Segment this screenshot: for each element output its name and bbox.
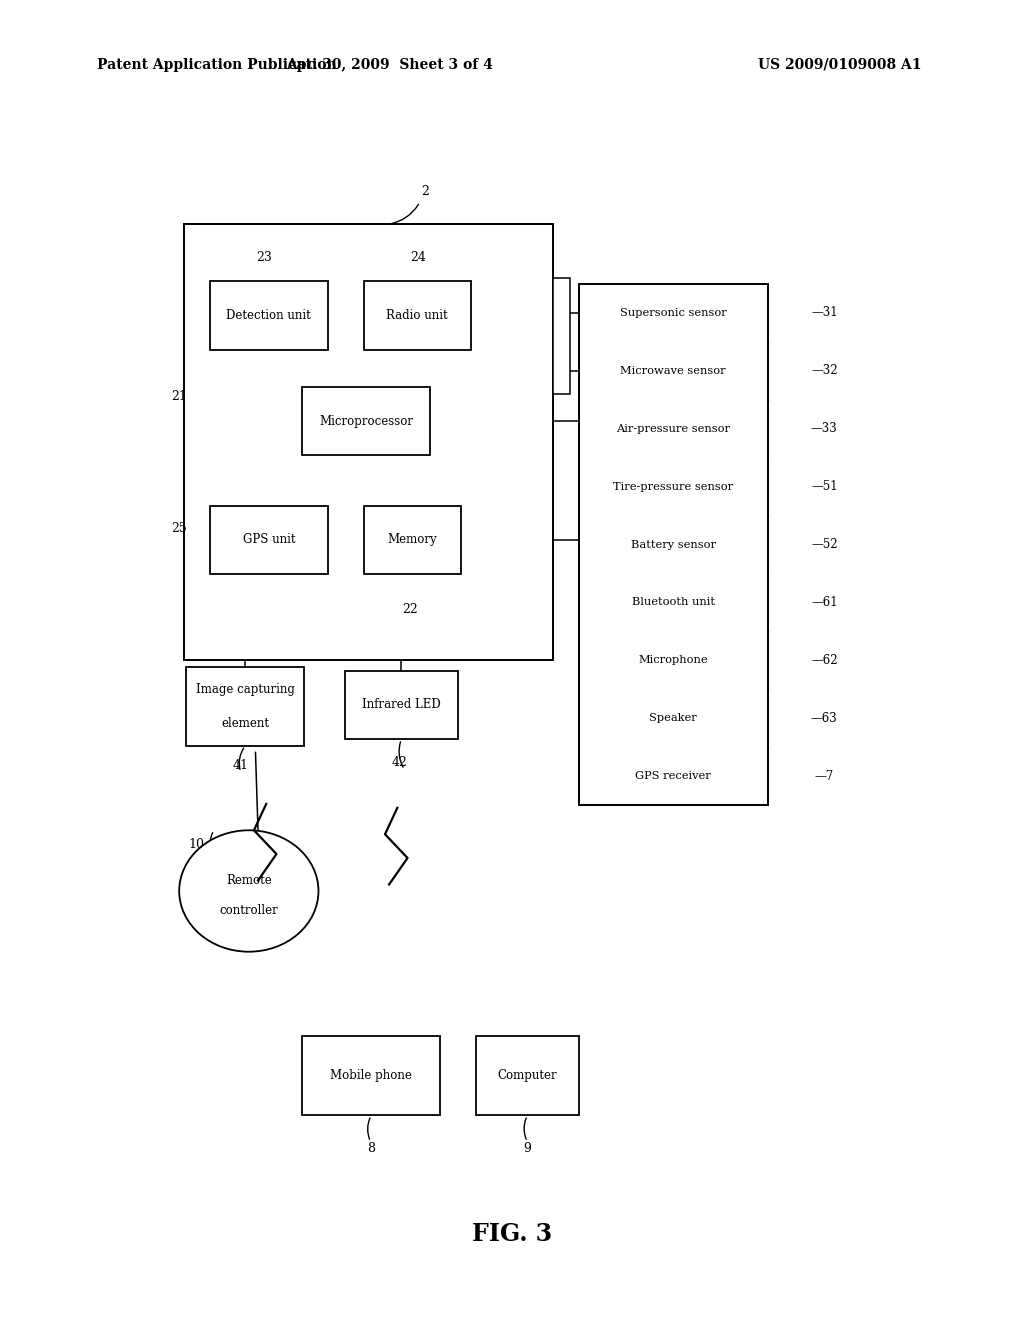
Bar	[186, 667, 304, 746]
Bar	[302, 387, 430, 455]
Bar	[579, 284, 768, 805]
Text: 8: 8	[367, 1142, 375, 1155]
Text: Radio unit: Radio unit	[386, 309, 449, 322]
Text: Speaker: Speaker	[649, 713, 697, 723]
Bar	[553, 279, 570, 393]
Bar	[302, 1036, 440, 1115]
Text: Microphone: Microphone	[639, 655, 708, 665]
Text: —63: —63	[811, 711, 838, 725]
Text: 21: 21	[171, 389, 187, 403]
Text: 25: 25	[171, 521, 187, 535]
Ellipse shape	[179, 830, 318, 952]
Text: 41: 41	[232, 759, 249, 772]
Text: Image capturing: Image capturing	[196, 682, 295, 696]
Text: —7: —7	[815, 770, 834, 783]
Text: Battery sensor: Battery sensor	[631, 540, 716, 549]
Bar	[364, 281, 471, 350]
Text: GPS unit: GPS unit	[243, 533, 295, 546]
Bar	[210, 281, 328, 350]
Text: Microwave sensor: Microwave sensor	[621, 366, 726, 376]
Text: Detection unit: Detection unit	[226, 309, 311, 322]
Text: 23: 23	[256, 251, 272, 264]
Text: Bluetooth unit: Bluetooth unit	[632, 598, 715, 607]
Text: 9: 9	[523, 1142, 531, 1155]
Text: —31: —31	[811, 306, 838, 319]
Text: FIG. 3: FIG. 3	[472, 1222, 552, 1246]
Text: 24: 24	[410, 251, 426, 264]
Text: element: element	[221, 717, 269, 730]
Text: 42: 42	[391, 756, 408, 770]
Text: 10: 10	[188, 838, 205, 851]
Text: Remote: Remote	[226, 874, 271, 887]
Text: 2: 2	[421, 185, 429, 198]
Text: Apr. 30, 2009  Sheet 3 of 4: Apr. 30, 2009 Sheet 3 of 4	[286, 58, 493, 71]
Text: —51: —51	[811, 480, 838, 494]
Text: Infrared LED: Infrared LED	[362, 698, 440, 711]
Text: Tire-pressure sensor: Tire-pressure sensor	[613, 482, 733, 491]
Text: —33: —33	[811, 422, 838, 436]
Text: —62: —62	[811, 653, 838, 667]
Bar	[345, 671, 458, 739]
Bar	[476, 1036, 579, 1115]
Bar	[210, 506, 328, 574]
Text: —52: —52	[811, 539, 838, 550]
Text: Patent Application Publication: Patent Application Publication	[97, 58, 337, 71]
Text: 22: 22	[401, 603, 418, 616]
Text: Microprocessor: Microprocessor	[319, 414, 413, 428]
Text: Memory: Memory	[387, 533, 437, 546]
Text: Supersonic sensor: Supersonic sensor	[620, 308, 727, 318]
Text: controller: controller	[219, 904, 279, 917]
Text: Air-pressure sensor: Air-pressure sensor	[616, 424, 730, 434]
Text: Mobile phone: Mobile phone	[331, 1069, 412, 1082]
Text: US 2009/0109008 A1: US 2009/0109008 A1	[758, 58, 922, 71]
Text: —32: —32	[811, 364, 838, 378]
Bar	[184, 224, 553, 660]
Text: —61: —61	[811, 595, 838, 609]
Text: Computer: Computer	[498, 1069, 557, 1082]
Bar	[364, 506, 461, 574]
Text: GPS receiver: GPS receiver	[636, 771, 711, 781]
